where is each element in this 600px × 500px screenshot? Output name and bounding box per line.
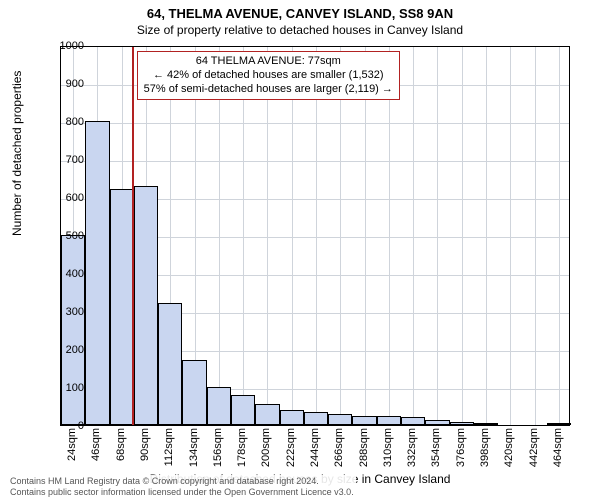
x-tick-label: 156sqm	[212, 428, 224, 467]
histogram-bar	[134, 186, 158, 425]
histogram-bar	[474, 423, 498, 425]
gridline-v	[219, 47, 220, 425]
x-tick-label: 68sqm	[115, 428, 127, 461]
x-tick-label: 354sqm	[430, 428, 442, 467]
x-tick-label: 46sqm	[90, 428, 102, 461]
histogram-bar	[352, 416, 376, 426]
gridline-v	[535, 47, 536, 425]
y-tick-label: 900	[44, 78, 84, 90]
page-subtitle: Size of property relative to detached ho…	[0, 21, 600, 37]
x-tick-label: 398sqm	[479, 428, 491, 467]
y-tick-label: 600	[44, 192, 84, 204]
footer-line-2: Contains public sector information licen…	[10, 487, 354, 497]
plot-area: 64 THELMA AVENUE: 77sqm← 42% of detached…	[60, 46, 570, 426]
gridline-v	[389, 47, 390, 425]
x-tick-label: 112sqm	[163, 428, 175, 466]
gridline-v	[486, 47, 487, 425]
histogram-bar	[280, 410, 304, 425]
histogram-bar	[304, 412, 328, 425]
page-title: 64, THELMA AVENUE, CANVEY ISLAND, SS8 9A…	[0, 0, 600, 21]
y-tick-label: 500	[44, 230, 84, 242]
footer-credits: Contains HM Land Registry data © Crown c…	[8, 475, 356, 498]
gridline-v	[413, 47, 414, 425]
histogram-bar	[255, 404, 279, 425]
y-tick-label: 700	[44, 154, 84, 166]
x-tick-label: 310sqm	[382, 428, 394, 467]
x-tick-label: 442sqm	[528, 428, 540, 467]
histogram-bar	[61, 235, 85, 425]
annotation-smaller: ← 42% of detached houses are smaller (1,…	[144, 69, 393, 83]
x-tick-label: 332sqm	[406, 428, 418, 467]
histogram-bar	[207, 387, 231, 425]
histogram-bar	[547, 423, 571, 425]
y-tick-label: 300	[44, 306, 84, 318]
x-tick-label: 200sqm	[260, 428, 272, 467]
reference-annotation: 64 THELMA AVENUE: 77sqm← 42% of detached…	[137, 51, 400, 100]
y-axis-label: Number of detached properties	[10, 71, 24, 236]
reference-line	[132, 47, 134, 425]
annotation-title: 64 THELMA AVENUE: 77sqm	[144, 55, 393, 69]
y-tick-label: 400	[44, 268, 84, 280]
gridline-v	[365, 47, 366, 425]
y-tick-label: 1000	[44, 40, 84, 52]
x-tick-label: 24sqm	[66, 428, 78, 461]
histogram-bar	[85, 121, 109, 425]
gridline-v	[243, 47, 244, 425]
gridline-v	[316, 47, 317, 425]
annotation-larger: 57% of semi-detached houses are larger (…	[144, 83, 393, 97]
histogram-bar	[182, 360, 206, 425]
x-tick-label: 464sqm	[552, 428, 564, 467]
gridline-v	[340, 47, 341, 425]
histogram-bar	[158, 303, 182, 425]
gridline-h	[61, 123, 569, 124]
chart-wrap: 64 THELMA AVENUE: 77sqm← 42% of detached…	[60, 46, 570, 426]
gridline-v	[267, 47, 268, 425]
gridline-v	[292, 47, 293, 425]
histogram-bar	[450, 422, 474, 425]
footer-line-1: Contains HM Land Registry data © Crown c…	[10, 476, 354, 486]
x-tick-label: 222sqm	[285, 428, 297, 467]
x-tick-label: 178sqm	[236, 428, 248, 467]
y-tick-label: 800	[44, 116, 84, 128]
gridline-v	[437, 47, 438, 425]
histogram-bar	[231, 395, 255, 425]
page-root: 64, THELMA AVENUE, CANVEY ISLAND, SS8 9A…	[0, 0, 600, 500]
gridline-v	[462, 47, 463, 425]
histogram-bar	[110, 189, 134, 425]
y-tick-label: 200	[44, 344, 84, 356]
gridline-v	[559, 47, 560, 425]
y-tick-label: 0	[44, 420, 84, 432]
x-tick-label: 244sqm	[309, 428, 321, 467]
x-tick-label: 134sqm	[188, 428, 200, 467]
histogram-bar	[401, 417, 425, 425]
gridline-v	[510, 47, 511, 425]
x-tick-label: 90sqm	[139, 428, 151, 461]
x-tick-label: 376sqm	[455, 428, 467, 467]
histogram-bar	[425, 420, 449, 425]
x-tick-label: 266sqm	[333, 428, 345, 467]
x-tick-label: 420sqm	[503, 428, 515, 467]
x-tick-label: 288sqm	[358, 428, 370, 467]
y-tick-label: 100	[44, 382, 84, 394]
gridline-h	[61, 161, 569, 162]
histogram-bar	[328, 414, 352, 425]
histogram-bar	[377, 416, 401, 426]
